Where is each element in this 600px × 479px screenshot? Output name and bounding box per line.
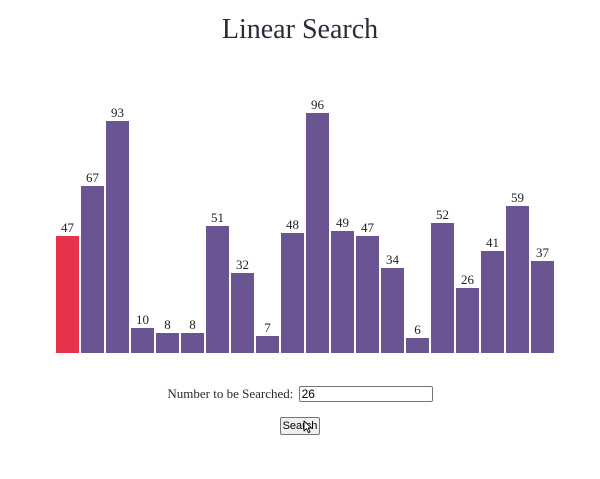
bar	[356, 235, 379, 353]
bar	[206, 225, 229, 353]
bar-value-label: 8	[189, 317, 196, 332]
bar	[181, 333, 204, 353]
bar-value-label: 37	[536, 244, 549, 260]
bar-value-label: 47	[61, 219, 74, 235]
search-label: Number to be Searched:	[167, 386, 294, 402]
bar	[531, 260, 554, 353]
search-button[interactable]: Search	[279, 417, 321, 435]
bar	[256, 335, 279, 353]
bar	[281, 233, 304, 353]
bar	[306, 113, 329, 353]
bar-value-label: 6	[414, 322, 421, 337]
bar	[506, 205, 529, 353]
bar-value-label: 48	[286, 217, 299, 232]
bar-value-label: 67	[86, 169, 99, 185]
bar	[456, 288, 479, 353]
search-input[interactable]	[298, 386, 433, 403]
bar-value-label: 26	[461, 272, 474, 287]
bar	[156, 333, 179, 353]
bar	[381, 268, 404, 353]
bar-value-label: 7	[264, 319, 271, 335]
bar	[431, 223, 454, 353]
bar-value-label: 59	[511, 189, 524, 205]
bar-value-label: 10	[136, 312, 149, 327]
bar	[331, 230, 354, 353]
bar-chart: 47 67 93 10 8 8 51 32 7 48 96 49 47 34 6 52 26 41 59 37	[56, 97, 554, 353]
bar	[131, 328, 154, 353]
bar-value-label: 52	[436, 207, 449, 222]
bar-value-label: 93	[111, 104, 124, 120]
button-row: Search	[0, 416, 600, 435]
bar-value-label: 8	[164, 317, 171, 332]
bar	[106, 120, 129, 353]
bar	[81, 185, 104, 353]
bar-value-label: 32	[236, 257, 249, 272]
mouse-cursor-icon	[303, 420, 313, 434]
search-row: Number to be Searched:	[0, 384, 600, 403]
bar-value-label: 34	[386, 252, 399, 267]
bar-value-label: 96	[311, 97, 324, 112]
bar	[231, 273, 254, 353]
bar-current	[56, 235, 79, 353]
bar	[481, 250, 504, 353]
bar-value-label: 47	[361, 219, 374, 235]
page-title: Linear Search	[221, 14, 379, 45]
bar-value-label: 51	[211, 209, 224, 225]
bar-value-label: 41	[486, 234, 499, 250]
bar	[406, 338, 429, 353]
bar-value-label: 49	[336, 214, 349, 230]
